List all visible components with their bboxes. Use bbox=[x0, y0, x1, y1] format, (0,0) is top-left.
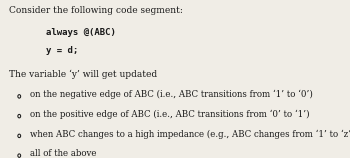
Text: all of the above: all of the above bbox=[30, 149, 96, 158]
Text: Consider the following code segment:: Consider the following code segment: bbox=[9, 6, 183, 15]
Text: The variable ‘y’ will get updated: The variable ‘y’ will get updated bbox=[9, 70, 157, 79]
Text: y = d;: y = d; bbox=[46, 46, 78, 55]
Text: on the negative edge of ABC (i.e., ABC transitions from ‘1’ to ‘0’): on the negative edge of ABC (i.e., ABC t… bbox=[30, 90, 313, 99]
Text: when ABC changes to a high impedance (e.g., ABC changes from ‘1’ to ‘z’): when ABC changes to a high impedance (e.… bbox=[30, 130, 350, 139]
Text: on the positive edge of ABC (i.e., ABC transitions from ‘0’ to ‘1’): on the positive edge of ABC (i.e., ABC t… bbox=[30, 110, 309, 119]
Text: always @(ABC): always @(ABC) bbox=[46, 28, 116, 37]
